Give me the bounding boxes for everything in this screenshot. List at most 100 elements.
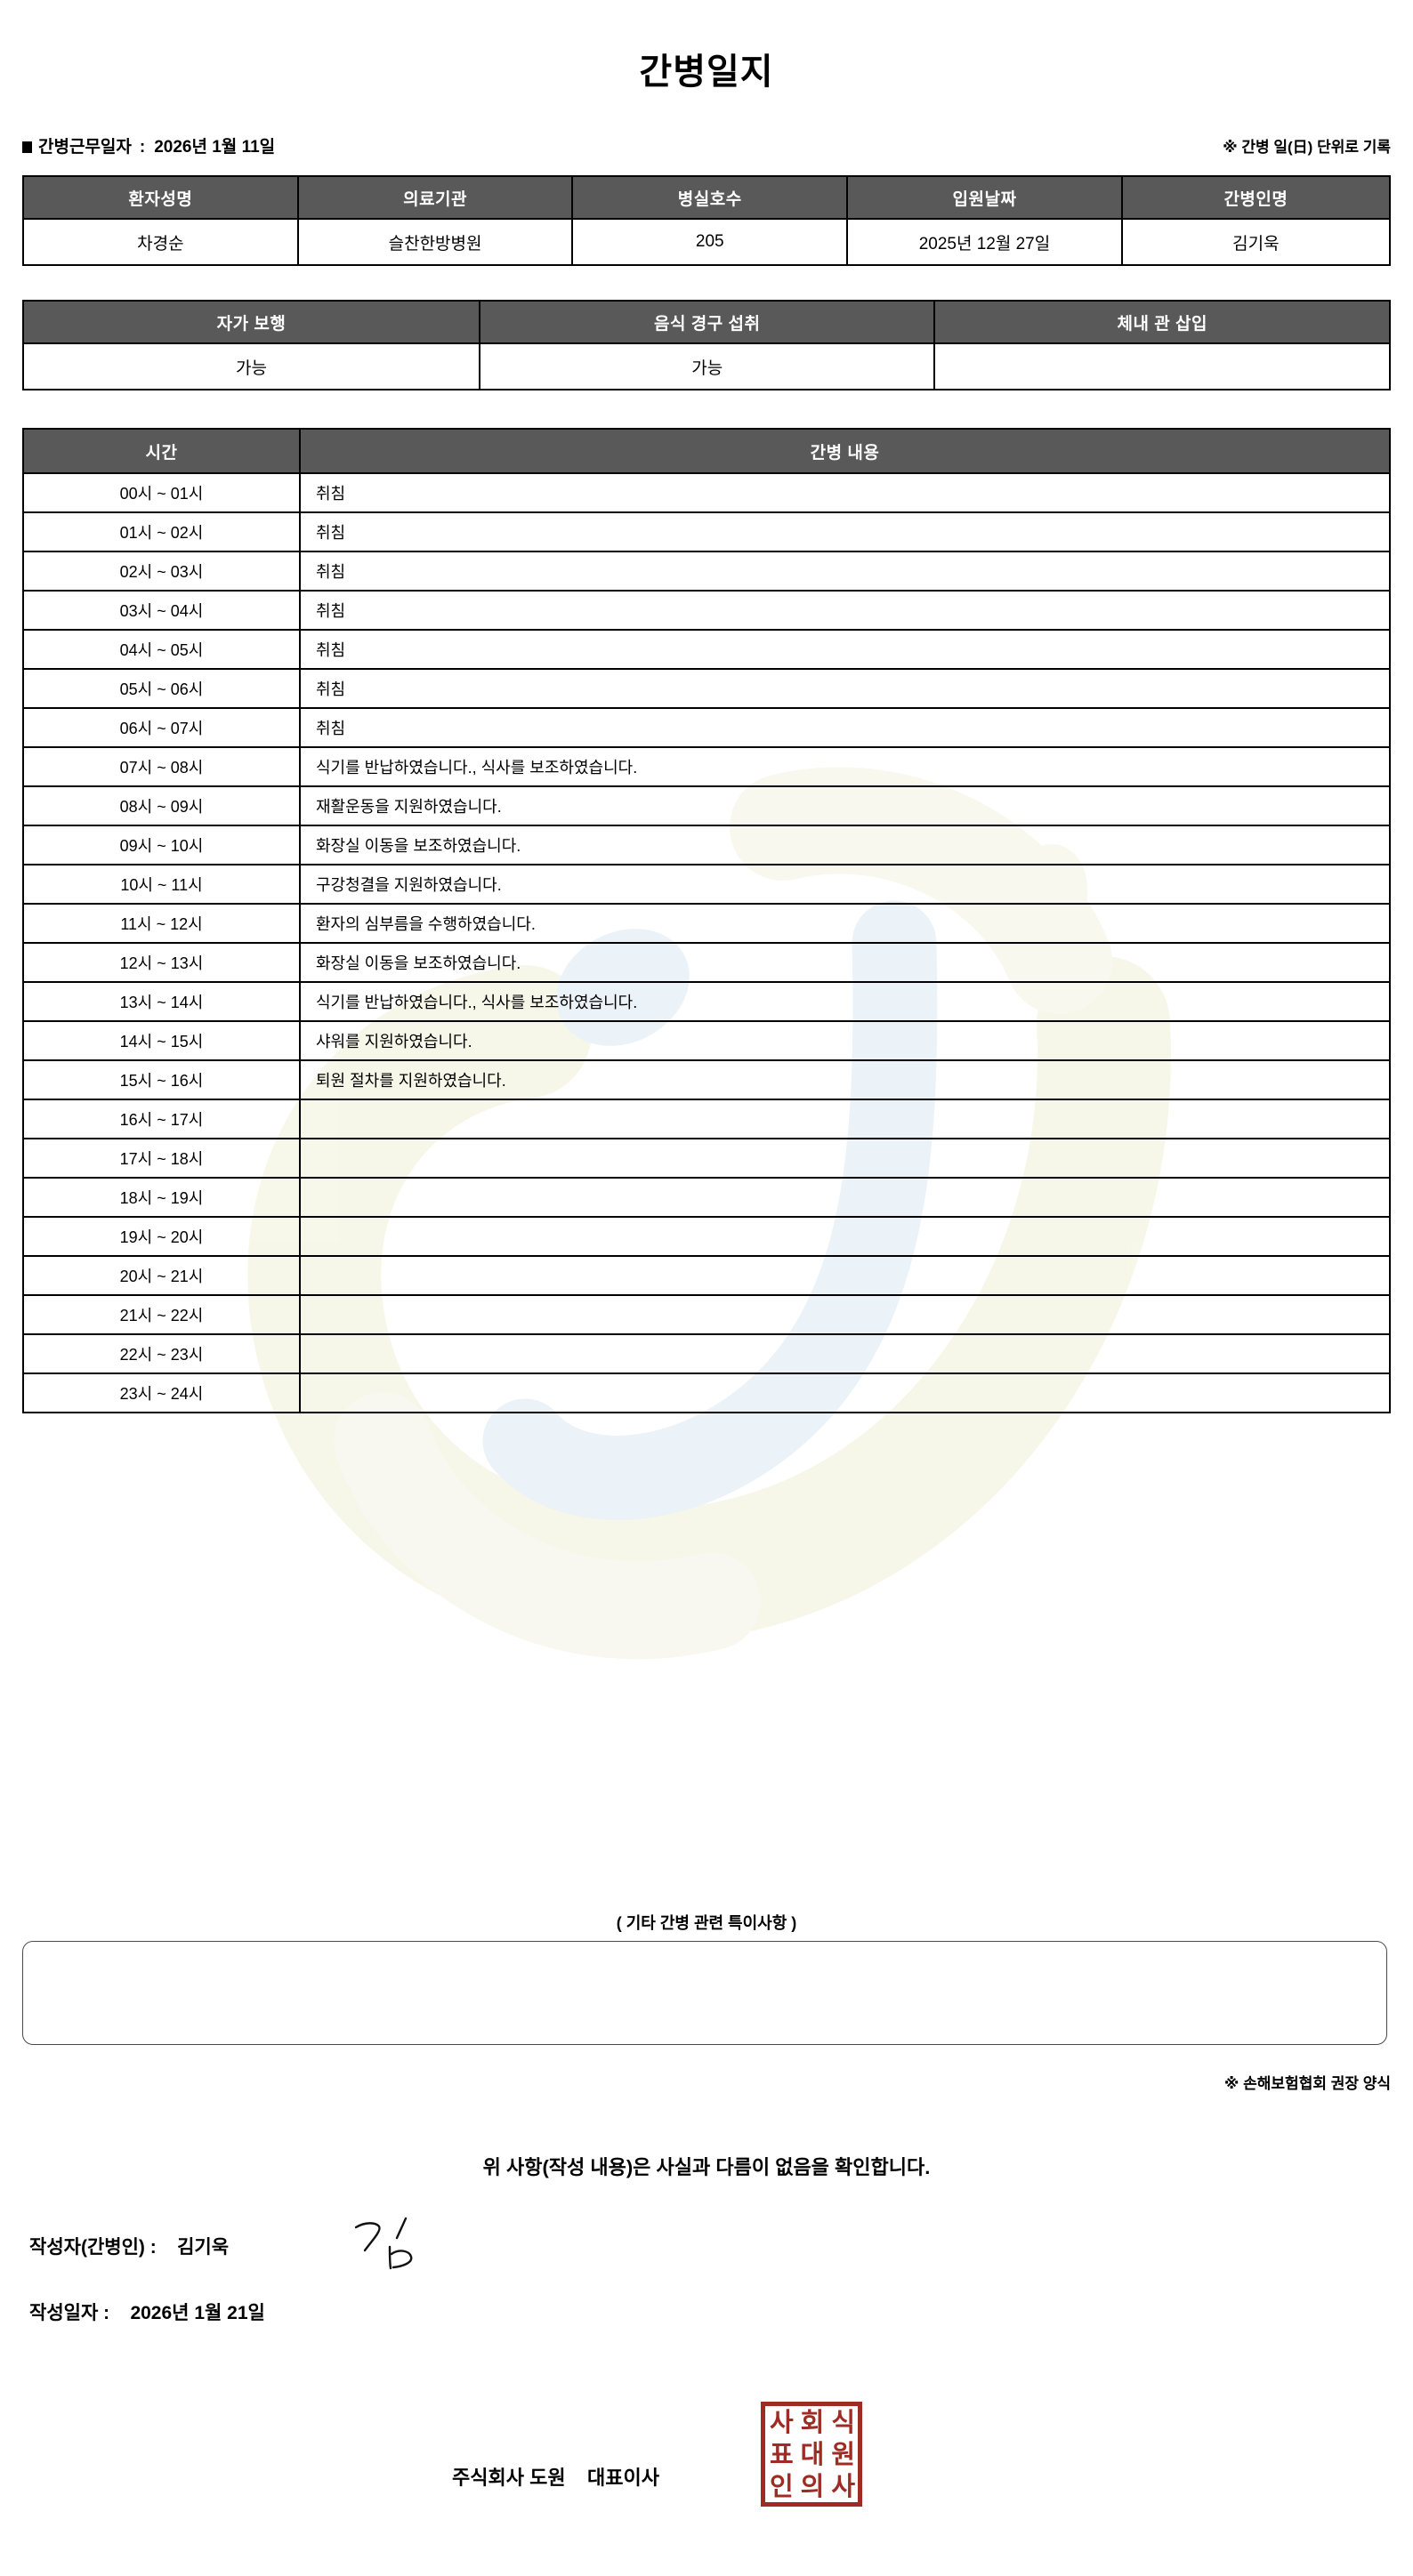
care-log-row: 14시 ~ 15시 샤워를 지원하였습니다. [22, 1020, 1391, 1061]
care-log-content-cell[interactable]: 식기를 반납하였습니다., 식사를 보조하였습니다. [299, 746, 1391, 787]
th-time: 시간 [22, 428, 301, 474]
care-log-content-cell[interactable]: 샤워를 지원하였습니다. [299, 1020, 1391, 1061]
care-log-row: 09시 ~ 10시 화장실 이동을 보조하였습니다. [22, 825, 1391, 865]
care-log-row: 02시 ~ 03시 취침 [22, 551, 1391, 592]
stamp-glyph: 회 [800, 2406, 825, 2437]
care-log-row: 01시 ~ 02시 취침 [22, 511, 1391, 552]
th-medical-institution: 의료기관 [296, 175, 574, 220]
care-log-time-cell: 10시 ~ 11시 [22, 864, 301, 905]
care-log-content-cell[interactable]: 취침 [299, 668, 1391, 709]
td-self-walking: 가능 [22, 342, 480, 390]
care-log-time-cell: 20시 ~ 21시 [22, 1255, 301, 1296]
care-log-row: 22시 ~ 23시 [22, 1333, 1391, 1374]
work-date-label: 간병근무일자 [38, 138, 132, 157]
care-log-time-cell: 21시 ~ 22시 [22, 1294, 301, 1335]
care-log-content-cell[interactable]: 취침 [299, 629, 1391, 670]
td-medical-institution: 슬찬한방병원 [296, 218, 574, 266]
care-log-time-cell: 15시 ~ 16시 [22, 1059, 301, 1100]
care-log-time-cell: 05시 ~ 06시 [22, 668, 301, 709]
care-log-content-cell[interactable]: 취침 [299, 590, 1391, 631]
care-log-content-cell[interactable] [299, 1138, 1391, 1179]
company-seal-stamp: 사 회 식 표 대 원 인 의 사 [761, 2402, 862, 2507]
care-log-time-cell: 06시 ~ 07시 [22, 707, 301, 748]
care-log-time-cell: 16시 ~ 17시 [22, 1099, 301, 1139]
care-log-row: 06시 ~ 07시 취침 [22, 707, 1391, 748]
page-title: 간병일지 [639, 52, 774, 92]
care-log-content-cell[interactable] [299, 1216, 1391, 1257]
patient-info-value-row: 차경순 슬찬한방병원 205 2025년 12월 27일 김기욱 [22, 218, 1392, 266]
care-log-content-cell[interactable]: 퇴원 절차를 지원하였습니다. [299, 1059, 1391, 1100]
care-log-content-cell[interactable]: 취침 [299, 511, 1391, 552]
ability-info-table: 자가 보행 음식 경구 섭취 체내 관 삽입 가능 가능 [22, 300, 1391, 390]
care-log-time-cell: 17시 ~ 18시 [22, 1138, 301, 1179]
care-log-time-cell: 07시 ~ 08시 [22, 746, 301, 787]
care-log-content-cell[interactable]: 취침 [299, 551, 1391, 592]
care-log-content-cell[interactable]: 화장실 이동을 보조하였습니다. [299, 825, 1391, 865]
unit-note: ※ 간병 일(日) 단위로 기록 [1223, 139, 1391, 156]
stamp-glyph: 인 [769, 2470, 794, 2501]
confirmation-statement: 위 사항(작성 내용)은 사실과 다름이 없음을 확인합니다. [482, 2156, 931, 2178]
care-log-content-cell[interactable] [299, 1373, 1391, 1413]
td-patient-name: 차경순 [22, 218, 299, 266]
care-log-content-cell[interactable]: 취침 [299, 472, 1391, 513]
care-log-time-cell: 02시 ~ 03시 [22, 551, 301, 592]
care-log-content-cell[interactable] [299, 1255, 1391, 1296]
care-log-row: 19시 ~ 20시 [22, 1216, 1391, 1257]
care-log-content-cell[interactable]: 식기를 반납하였습니다., 식사를 보조하였습니다. [299, 981, 1391, 1022]
care-log-content-cell[interactable]: 화장실 이동을 보조하였습니다. [299, 942, 1391, 983]
th-care-content: 간병 내용 [299, 428, 1391, 474]
remarks-input[interactable] [22, 1941, 1387, 2045]
care-log-row: 03시 ~ 04시 취침 [22, 590, 1391, 631]
care-log-row: 11시 ~ 12시 환자의 심부름을 수행하였습니다. [22, 903, 1391, 944]
patient-info-header-row: 환자성명 의료기관 병실호수 입원날짜 간병인명 [22, 175, 1392, 220]
company-representative-line: 주식회사 도원 대표이사 [452, 2467, 659, 2489]
th-self-walking: 자가 보행 [22, 300, 480, 344]
stamp-glyph: 표 [769, 2438, 794, 2469]
writing-date-line: 작성일자 : 2026년 1월 21일 [29, 2303, 265, 2323]
care-log-content-cell[interactable]: 취침 [299, 707, 1391, 748]
care-log-time-cell: 01시 ~ 02시 [22, 511, 301, 552]
care-log-row: 16시 ~ 17시 [22, 1099, 1391, 1139]
care-log-content-cell[interactable] [299, 1099, 1391, 1139]
care-log-row: 12시 ~ 13시 화장실 이동을 보조하였습니다. [22, 942, 1391, 983]
care-log-time-cell: 12시 ~ 13시 [22, 942, 301, 983]
care-log-table: 시간 간병 내용 00시 ~ 01시 취침 01시 ~ 02시 취침 02시 ~ 03시… [22, 428, 1391, 1413]
care-log-content-cell[interactable]: 구강청결을 지원하였습니다. [299, 864, 1391, 905]
care-log-row: 20시 ~ 21시 [22, 1255, 1391, 1296]
care-log-row: 05시 ~ 06시 취침 [22, 668, 1391, 709]
care-log-row: 00시 ~ 01시 취침 [22, 472, 1391, 513]
care-log-row: 04시 ~ 05시 취침 [22, 629, 1391, 670]
care-log-time-cell: 11시 ~ 12시 [22, 903, 301, 944]
td-oral-intake: 가능 [478, 342, 936, 390]
care-log-content-cell[interactable]: 환자의 심부름을 수행하였습니다. [299, 903, 1391, 944]
th-room-number: 병실호수 [571, 175, 849, 220]
stamp-glyph: 사 [769, 2406, 794, 2437]
care-log-row: 07시 ~ 08시 식기를 반납하였습니다., 식사를 보조하였습니다. [22, 746, 1391, 787]
care-log-row: 10시 ~ 11시 구강청결을 지원하였습니다. [22, 864, 1391, 905]
td-caregiver-name: 김기욱 [1120, 218, 1392, 266]
care-log-content-cell[interactable]: 재활운동을 지원하였습니다. [299, 785, 1391, 826]
remarks-caption: ( 기타 간병 관련 특이사항 ) [616, 1914, 797, 1932]
stamp-glyph: 사 [831, 2470, 855, 2501]
care-log-time-cell: 03시 ~ 04시 [22, 590, 301, 631]
stamp-glyph: 대 [800, 2438, 825, 2469]
care-log-header-row: 시간 간병 내용 [22, 428, 1391, 474]
care-log-content-cell[interactable] [299, 1333, 1391, 1374]
th-caregiver-name: 간병인명 [1120, 175, 1392, 220]
td-internal-tube [933, 342, 1391, 390]
square-bullet-icon [22, 141, 32, 153]
stamp-glyph: 식 [831, 2406, 855, 2437]
stamp-glyph: 원 [831, 2438, 855, 2469]
care-log-content-cell[interactable] [299, 1177, 1391, 1218]
care-log-row: 17시 ~ 18시 [22, 1138, 1391, 1179]
care-log-time-cell: 13시 ~ 14시 [22, 981, 301, 1022]
handwritten-signature [354, 2217, 413, 2270]
care-log-row: 21시 ~ 22시 [22, 1294, 1391, 1335]
care-log-time-cell: 23시 ~ 24시 [22, 1373, 301, 1413]
care-log-body: 00시 ~ 01시 취침 01시 ~ 02시 취침 02시 ~ 03시 취침 03시 ~ 0… [22, 472, 1391, 1413]
td-room-number: 205 [571, 218, 849, 266]
ability-value-row: 가능 가능 [22, 342, 1391, 390]
th-oral-intake: 음식 경구 섭취 [478, 300, 936, 344]
care-log-content-cell[interactable] [299, 1294, 1391, 1335]
